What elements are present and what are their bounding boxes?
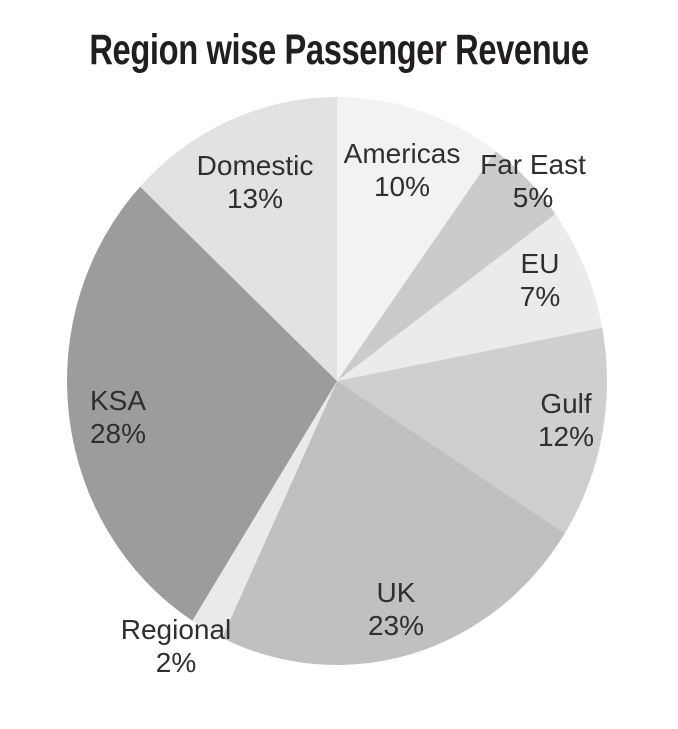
pie-slice-eu [337, 214, 603, 381]
pie-slice-far-east [337, 151, 556, 381]
chart-title: Region wise Passenger Revenue [89, 26, 589, 74]
pie-slice-uk [222, 381, 565, 665]
pie-slice-regional [192, 381, 337, 638]
pie-slice-domestic [140, 96, 337, 381]
pie-slice-gulf [337, 327, 608, 534]
pie-slice-americas [337, 97, 496, 381]
pie-slice-ksa [67, 186, 337, 621]
